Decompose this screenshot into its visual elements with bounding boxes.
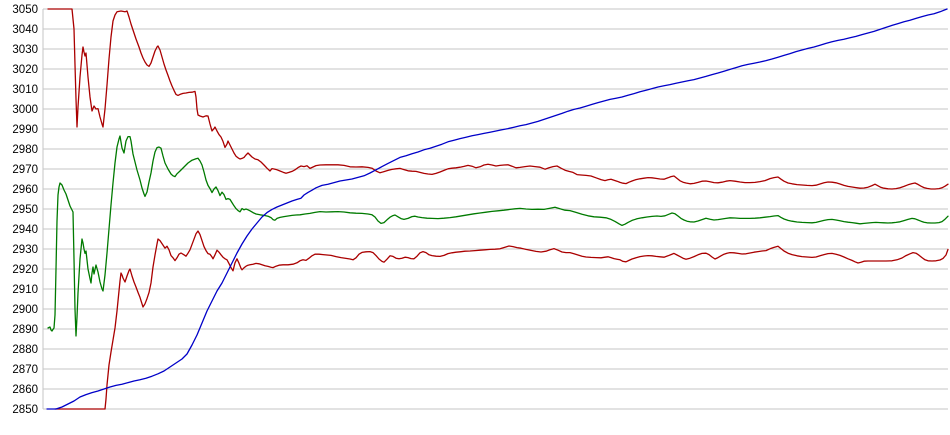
y-axis-tick-label: 3050 — [12, 4, 38, 16]
y-axis-tick-label: 3040 — [12, 24, 38, 36]
y-axis-tick-label: 3030 — [12, 44, 38, 56]
y-axis-tick-label: 2910 — [12, 284, 38, 296]
y-axis-tick-label: 2960 — [12, 184, 38, 196]
y-axis-tick-label: 2970 — [12, 164, 38, 176]
y-axis-tick-label: 2870 — [12, 364, 38, 376]
y-axis-tick-label: 3000 — [12, 104, 38, 116]
y-axis-tick-label: 2860 — [12, 384, 38, 396]
y-axis-tick-label: 3020 — [12, 64, 38, 76]
green-mean-line — [47, 135, 949, 337]
y-axis-tick-label: 2940 — [12, 224, 38, 236]
y-axis-tick-label: 2890 — [12, 324, 38, 336]
y-axis-tick-label: 2920 — [12, 264, 38, 276]
lower-band-line — [54, 230, 949, 410]
upper-band-line — [47, 8, 949, 190]
y-axis-tick-label: 2930 — [12, 244, 38, 256]
y-axis-tick-label: 2880 — [12, 344, 38, 356]
y-axis-tick-label: 2950 — [12, 204, 38, 216]
y-axis-tick-label: 3010 — [12, 84, 38, 96]
y-axis-tick-label: 2900 — [12, 304, 38, 316]
y-axis-tick-label: 2990 — [12, 124, 38, 136]
y-axis-tick-label: 2980 — [12, 144, 38, 156]
blue-cumulative-line — [46, 8, 948, 410]
y-axis-tick-label: 2850 — [12, 404, 38, 416]
